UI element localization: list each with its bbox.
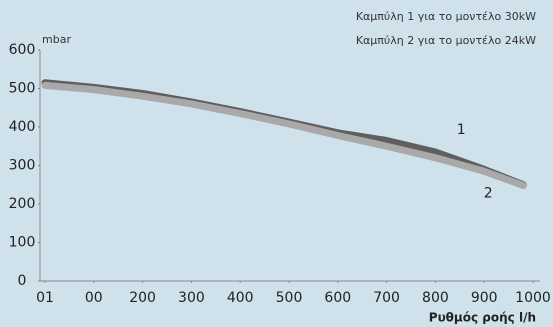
line-series	[41, 81, 527, 190]
y-tick-label: 300	[9, 158, 36, 174]
x-tick-label: 600	[324, 290, 351, 306]
y-tick-label: 0	[18, 273, 27, 289]
x-tick-label: 800	[422, 290, 449, 306]
x-tick-label: 700	[373, 290, 400, 306]
x-tick-label: 1000	[515, 290, 551, 306]
y-tick-label: 200	[9, 196, 36, 212]
x-tick-label: 500	[276, 290, 303, 306]
y-tick-label: 500	[9, 81, 36, 97]
x-tick-label: 300	[178, 290, 205, 306]
x-tick-label: 900	[471, 290, 498, 306]
annotation: 1	[457, 122, 466, 138]
y-tick-label: 400	[9, 119, 36, 135]
legend-entry: Καμπύλη 2 για το μοντέλο 24kW	[356, 34, 536, 47]
line-series	[41, 79, 527, 189]
y-axis-label: mbar	[42, 33, 71, 46]
x-tick-label: 400	[227, 290, 254, 306]
x-tick-label: 200	[129, 290, 156, 306]
x-tick-label: 01	[36, 290, 54, 306]
annotation: 2	[484, 186, 493, 202]
x-tick-label: 00	[85, 290, 103, 306]
legend-entry: Καμπύλη 1 για το μοντέλο 30kW	[356, 10, 536, 23]
x-axis-label: Ρυθμός ροής l/h	[429, 311, 536, 325]
y-tick-label: 100	[9, 235, 36, 251]
y-tick-label: 600	[9, 42, 36, 58]
